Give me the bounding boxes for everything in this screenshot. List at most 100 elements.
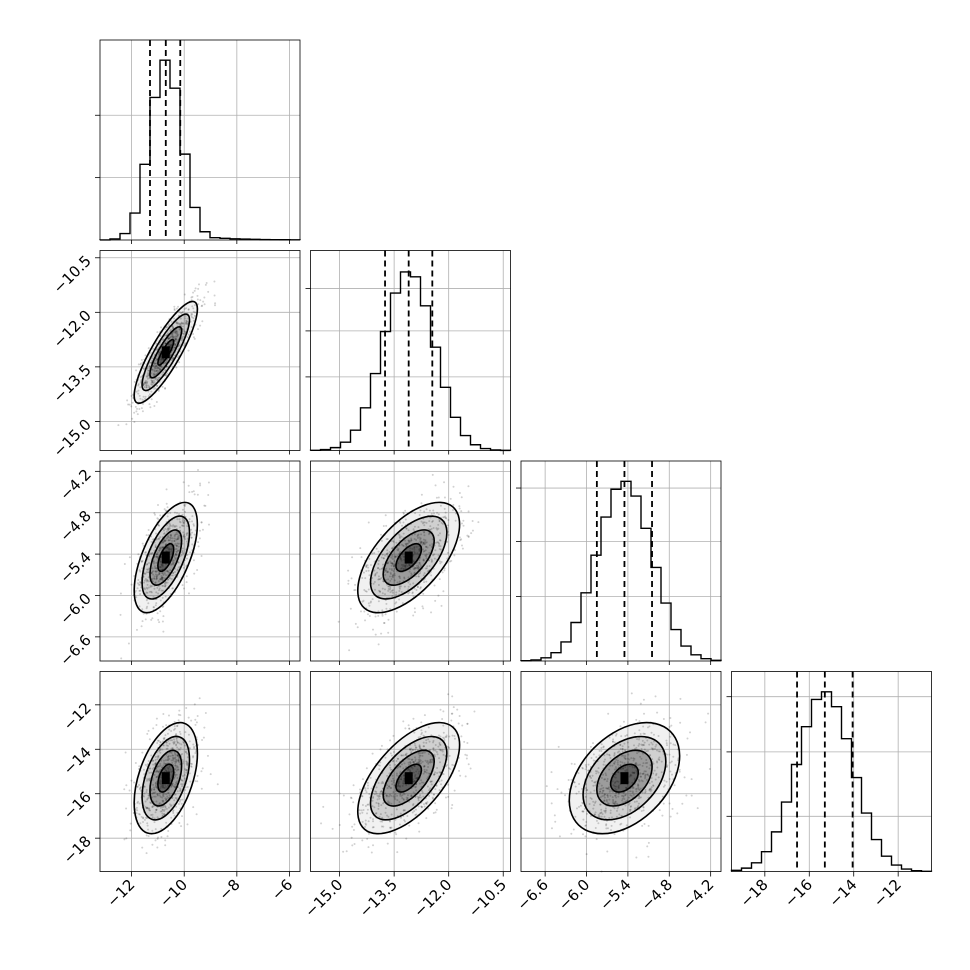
scatter-point bbox=[192, 523, 195, 526]
scatter-point bbox=[182, 535, 185, 538]
scatter-point bbox=[198, 537, 201, 540]
scatter-point bbox=[160, 577, 163, 580]
scatter-point bbox=[147, 369, 150, 372]
scatter-point bbox=[174, 343, 177, 346]
scatter-point bbox=[558, 835, 561, 838]
scatter-point bbox=[182, 518, 185, 521]
scatter-point bbox=[172, 326, 175, 329]
scatter-point bbox=[123, 788, 126, 791]
scatter-point bbox=[152, 347, 155, 350]
scatter-point bbox=[120, 657, 123, 660]
scatter-point bbox=[148, 386, 151, 389]
scatter-point bbox=[450, 559, 453, 562]
scatter-point bbox=[201, 767, 204, 770]
scatter-point bbox=[402, 720, 405, 723]
scatter-point bbox=[386, 842, 389, 845]
scatter-point bbox=[172, 524, 175, 527]
scatter-point bbox=[464, 775, 467, 778]
scatter-point bbox=[173, 307, 176, 310]
scatter-point bbox=[191, 313, 194, 316]
scatter-point bbox=[367, 846, 370, 849]
scatter-point bbox=[187, 484, 190, 487]
scatter-point bbox=[187, 592, 190, 595]
scatter-point bbox=[434, 802, 437, 805]
scatter-point bbox=[187, 308, 190, 311]
scatter-point bbox=[170, 537, 173, 540]
scatter-point bbox=[123, 838, 126, 841]
histogram-steps bbox=[309, 271, 512, 452]
x-tick-label: −4.2 bbox=[679, 876, 717, 914]
scatter-point bbox=[214, 302, 217, 305]
scatter-point bbox=[550, 827, 553, 830]
scatter-point bbox=[141, 567, 144, 570]
scatter-point bbox=[147, 729, 150, 732]
scatter-point bbox=[158, 367, 161, 370]
scatter-point bbox=[181, 322, 184, 325]
scatter-point bbox=[166, 506, 169, 509]
scatter-point bbox=[155, 364, 158, 367]
scatter-point bbox=[179, 317, 182, 320]
scatter-point bbox=[155, 369, 158, 372]
scatter-point bbox=[135, 410, 138, 413]
scatter-point bbox=[191, 520, 194, 523]
scatter-point bbox=[708, 768, 711, 771]
scatter-point bbox=[671, 807, 674, 810]
scatter-point bbox=[175, 336, 178, 339]
scatter-point bbox=[141, 620, 144, 623]
scatter-point bbox=[157, 367, 160, 370]
scatter-point bbox=[161, 620, 164, 623]
scatter-point bbox=[156, 551, 159, 554]
scatter-point bbox=[158, 572, 161, 575]
scatter-point bbox=[458, 769, 461, 772]
scatter-point bbox=[196, 780, 199, 783]
scatter-point bbox=[167, 536, 170, 539]
scatter-point bbox=[129, 829, 132, 832]
scatter-point bbox=[137, 384, 140, 387]
scatter-point bbox=[151, 380, 154, 383]
scatter-point bbox=[139, 362, 142, 365]
scatter-point bbox=[147, 374, 150, 377]
scatter-point bbox=[139, 386, 142, 389]
scatter-point bbox=[174, 554, 177, 557]
scatter-point bbox=[155, 553, 158, 556]
scatter-point bbox=[175, 557, 178, 560]
scatter-point bbox=[200, 305, 203, 308]
scatter-point bbox=[683, 776, 686, 779]
scatter-point bbox=[197, 283, 200, 286]
scatter-point bbox=[158, 587, 161, 590]
scatter-point bbox=[173, 317, 176, 320]
scatter-point bbox=[152, 570, 155, 573]
scatter-point bbox=[585, 853, 588, 856]
scatter-point bbox=[171, 326, 174, 329]
scatter-point bbox=[353, 823, 356, 826]
scatter-point bbox=[175, 525, 178, 528]
scatter-point bbox=[147, 395, 150, 398]
scatter-point bbox=[157, 389, 160, 392]
scatter-point bbox=[420, 502, 423, 505]
scatter-point bbox=[176, 356, 179, 359]
scatter-point bbox=[192, 307, 195, 310]
scatter-point bbox=[443, 496, 446, 499]
scatter-point bbox=[158, 549, 161, 552]
scatter-point bbox=[589, 745, 592, 748]
scatter-point bbox=[195, 813, 198, 816]
scatter-point bbox=[359, 610, 362, 613]
scatter-point bbox=[152, 562, 155, 565]
scatter-point bbox=[570, 762, 573, 765]
scatter-point bbox=[170, 577, 173, 580]
scatter-point bbox=[140, 560, 143, 563]
scatter-point bbox=[432, 811, 435, 814]
scatter-point bbox=[166, 372, 169, 375]
scatter-point bbox=[151, 538, 154, 541]
scatter-point bbox=[135, 390, 138, 393]
scatter-point bbox=[689, 731, 692, 734]
scatter-point bbox=[192, 319, 195, 322]
scatter-point bbox=[188, 520, 191, 523]
scatter-point bbox=[204, 504, 207, 507]
scatter-point bbox=[201, 739, 204, 742]
scatter-point bbox=[173, 525, 176, 528]
scatter-point bbox=[471, 529, 474, 532]
scatter-point bbox=[162, 574, 165, 577]
scatter-point bbox=[430, 611, 433, 614]
scatter-point bbox=[366, 613, 369, 616]
